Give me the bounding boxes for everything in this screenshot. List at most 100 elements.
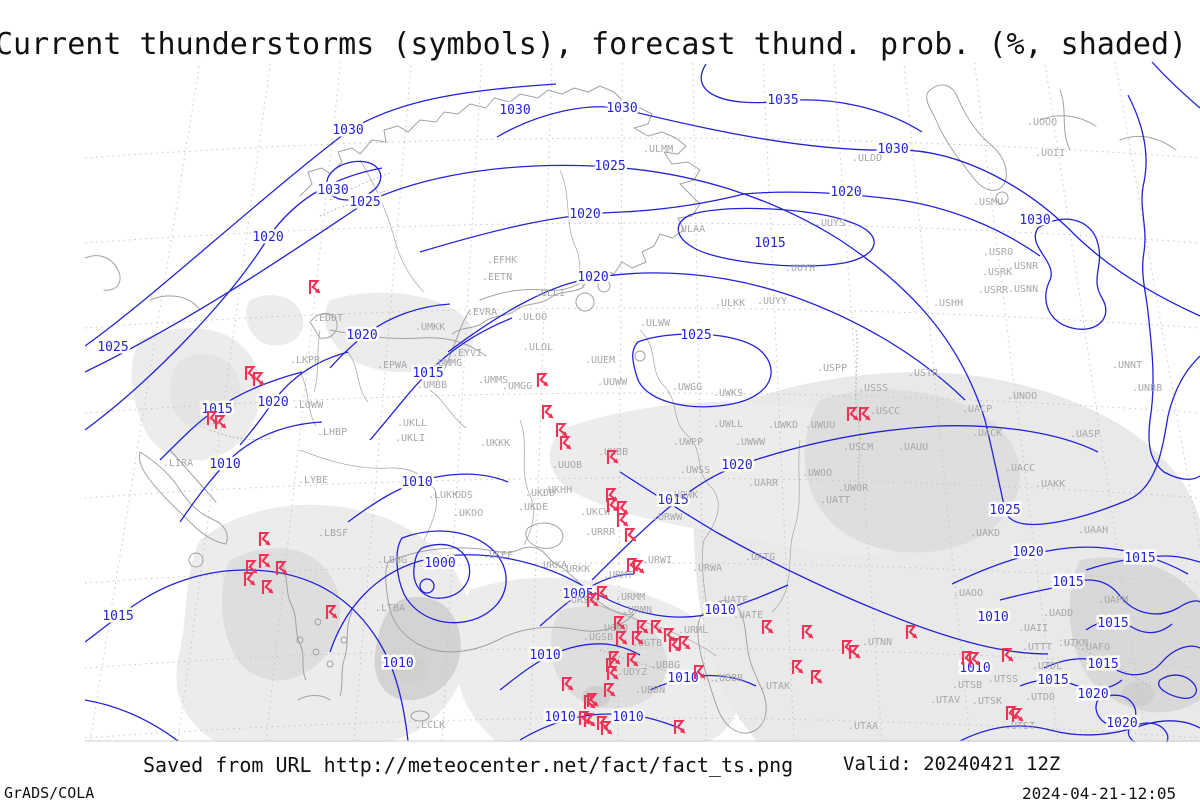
station-label: .EYVI: [452, 348, 482, 359]
isobar-label: 1030: [332, 123, 363, 138]
station-label: .UTDL: [1032, 661, 1062, 672]
station-label: .UMMS: [478, 375, 508, 386]
station-label: .LUKK: [428, 490, 458, 501]
station-label: .USNR: [1008, 261, 1039, 272]
isobar-label: 1025: [680, 328, 711, 343]
station-label: .UTAV: [930, 695, 960, 706]
station-label: .UTST: [1005, 721, 1035, 732]
isobar-label: 1030: [877, 142, 908, 157]
station-label: .UKDD: [525, 488, 555, 499]
station-label: .UARR: [748, 478, 779, 489]
station-label: .UACC: [1005, 463, 1035, 474]
station-label: .URWK: [668, 490, 698, 501]
thunderstorm-symbol: [624, 527, 638, 543]
station-label: .UTAA: [848, 721, 878, 732]
isobar-label: 1035: [767, 93, 798, 108]
grads-cola-credit: GrADS/COLA: [4, 784, 95, 802]
generation-timestamp: 2024-04-21-12:05: [1022, 784, 1177, 803]
station-label: .UUEM: [585, 355, 615, 366]
station-label: .ULOO: [517, 312, 547, 323]
station-label: .EDDT: [313, 313, 343, 324]
station-label: .UKDE: [518, 502, 548, 513]
isobar-label: 1030: [606, 101, 637, 116]
station-label: .UWOR: [838, 483, 869, 494]
station-label: .URMM: [615, 592, 645, 603]
isobar-label: 1020: [577, 270, 608, 285]
station-label: .UATF: [718, 595, 748, 606]
station-label: .UMBB: [417, 380, 447, 391]
station-label: .UBBB: [713, 673, 743, 684]
station-label: .USHH: [933, 298, 963, 309]
station-label: .LBBG: [377, 555, 407, 566]
station-label: .UTAK: [760, 681, 790, 692]
station-label: .USRO: [983, 247, 1013, 258]
station-label: .USPP: [817, 363, 847, 374]
station-label: .USMU: [973, 197, 1003, 208]
station-label: .UUYH: [785, 263, 815, 274]
station-label: .UWUU: [805, 420, 835, 431]
isobar-label: 1015: [1097, 616, 1128, 631]
isobar-label: 1030: [1019, 213, 1050, 228]
station-label: .UAKD: [970, 528, 1000, 539]
station-label: .URML: [678, 625, 708, 636]
station-label: .URSS: [565, 595, 595, 606]
station-label: .UACP: [962, 404, 992, 415]
isobar-label: 1020: [1012, 545, 1043, 560]
valid-time-text: Valid: 20240421 12Z: [843, 753, 1061, 775]
station-label: .UOII: [1035, 148, 1065, 159]
station-label: .UMKK: [415, 322, 445, 333]
isobar-label: 1015: [1037, 673, 1068, 688]
station-label: .UKOO: [453, 508, 483, 519]
station-label: .URMT: [603, 570, 633, 581]
station-label: .UWLL: [713, 419, 743, 430]
station-label: .UNOO: [1007, 391, 1037, 402]
station-label: .UATT: [820, 495, 850, 506]
station-label: .LIRA: [163, 458, 193, 469]
station-label: .UBBG: [650, 660, 680, 671]
station-label: .UGTB: [632, 638, 662, 649]
station-label: .UMMG: [432, 358, 462, 369]
station-label: .UNBB: [1132, 383, 1162, 394]
station-label: .ULWW: [640, 318, 671, 329]
isobar-label: 1025: [594, 159, 625, 174]
station-label: .UATG: [745, 552, 775, 563]
station-label: .URKA: [537, 560, 567, 571]
isobar-label: 1010: [401, 475, 432, 490]
isobar-label: 1010: [544, 710, 575, 725]
saved-from-url-text: Saved from URL http://meteocenter.net/fa…: [143, 753, 794, 777]
isobar-label: 1020: [346, 328, 377, 343]
station-label: .USCC: [870, 406, 900, 417]
station-label: .ULKK: [715, 298, 745, 309]
isobar-label: 1020: [721, 458, 752, 473]
isobar-label: 1015: [754, 236, 785, 251]
isobar-label: 1025: [989, 503, 1020, 518]
isobar-label: 1020: [1106, 716, 1137, 731]
station-label: .UTKN: [1058, 638, 1088, 649]
station-label: .LCLK: [415, 720, 445, 731]
station-label: .UAUU: [898, 442, 928, 453]
station-label: .URKK: [560, 564, 590, 575]
station-label: .EETN: [482, 272, 512, 283]
station-label: .URMN: [622, 605, 652, 616]
station-label: .UAFO: [1080, 642, 1110, 653]
station-label: .UUYY: [757, 296, 787, 307]
station-label: .UAII: [1018, 623, 1048, 634]
station-label: .LTBA: [375, 603, 405, 614]
station-label: .UASP: [1070, 429, 1100, 440]
station-label: .LBSF: [318, 528, 348, 539]
station-label: .UKKK: [480, 438, 510, 449]
isobar-label: 1010: [959, 661, 990, 676]
station-label: .UTDD: [1025, 692, 1055, 703]
station-label: .UWKS: [713, 388, 743, 399]
station-label: .EVRA: [467, 307, 497, 318]
station-label: .UKHH: [542, 485, 572, 496]
station-label: .UTTT: [1022, 642, 1052, 653]
isobar-label: 1030: [317, 183, 348, 198]
station-label: .UTSB: [952, 680, 982, 691]
station-label: .UACK: [972, 428, 1002, 439]
station-label: .USCM: [843, 442, 873, 453]
isobar-label: 1020: [252, 230, 283, 245]
station-label: .UDYZ: [617, 667, 647, 678]
station-label: .UUOB: [552, 460, 582, 471]
